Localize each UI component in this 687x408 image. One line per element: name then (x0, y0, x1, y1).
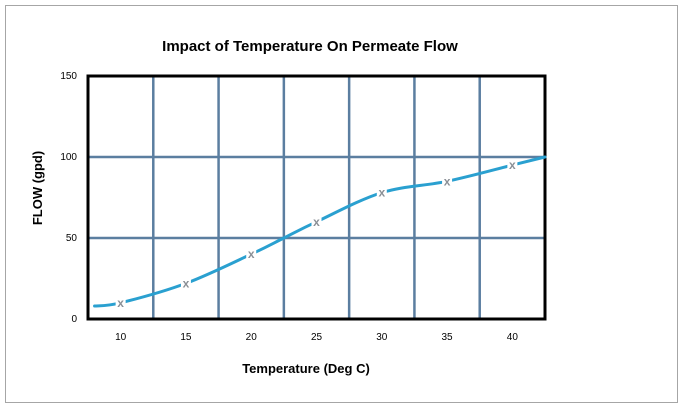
y-axis-label: FLOW (gpd) (30, 151, 45, 225)
y-tick-label: 50 (66, 233, 78, 244)
data-point-marker: x (117, 296, 124, 310)
x-tick-label: 35 (442, 332, 454, 343)
tick-labels: 10 15 20 25 30 35 40 0 50 100 150 (60, 71, 518, 343)
marker-knockout (180, 277, 191, 289)
marker-knockout (311, 215, 322, 227)
x-tick-label: 20 (246, 332, 258, 343)
data-point-marker: x (378, 186, 385, 200)
y-tick-label: 100 (60, 152, 77, 163)
x-tick-label: 40 (507, 332, 519, 343)
x-tick-label: 25 (311, 332, 323, 343)
series-layer: x x x x x x x (93, 155, 547, 310)
data-point-marker: x (509, 158, 516, 172)
data-point-marker: x (183, 276, 190, 290)
data-point-marker: x (248, 247, 255, 261)
x-tick-label: 30 (376, 332, 388, 343)
plot-area-border (86, 74, 547, 321)
x-tick-label: 15 (180, 332, 192, 343)
marker-knockout (115, 296, 126, 308)
data-point-marker: x (313, 215, 320, 229)
x-axis-label: Temperature (Deg C) (242, 361, 370, 376)
marker-knockout (507, 159, 518, 171)
y-tick-label: 0 (71, 314, 77, 325)
data-point-marker: x (444, 174, 451, 188)
chart-frame (5, 5, 678, 403)
marker-knockout (246, 248, 257, 260)
series-line (93, 155, 547, 308)
x-tick-label: 10 (115, 332, 127, 343)
y-tick-label: 150 (60, 71, 77, 82)
marker-knockout (376, 186, 387, 198)
grid (88, 76, 545, 319)
chart-title: Impact of Temperature On Permeate Flow (162, 38, 458, 55)
marker-knockout (442, 175, 453, 187)
